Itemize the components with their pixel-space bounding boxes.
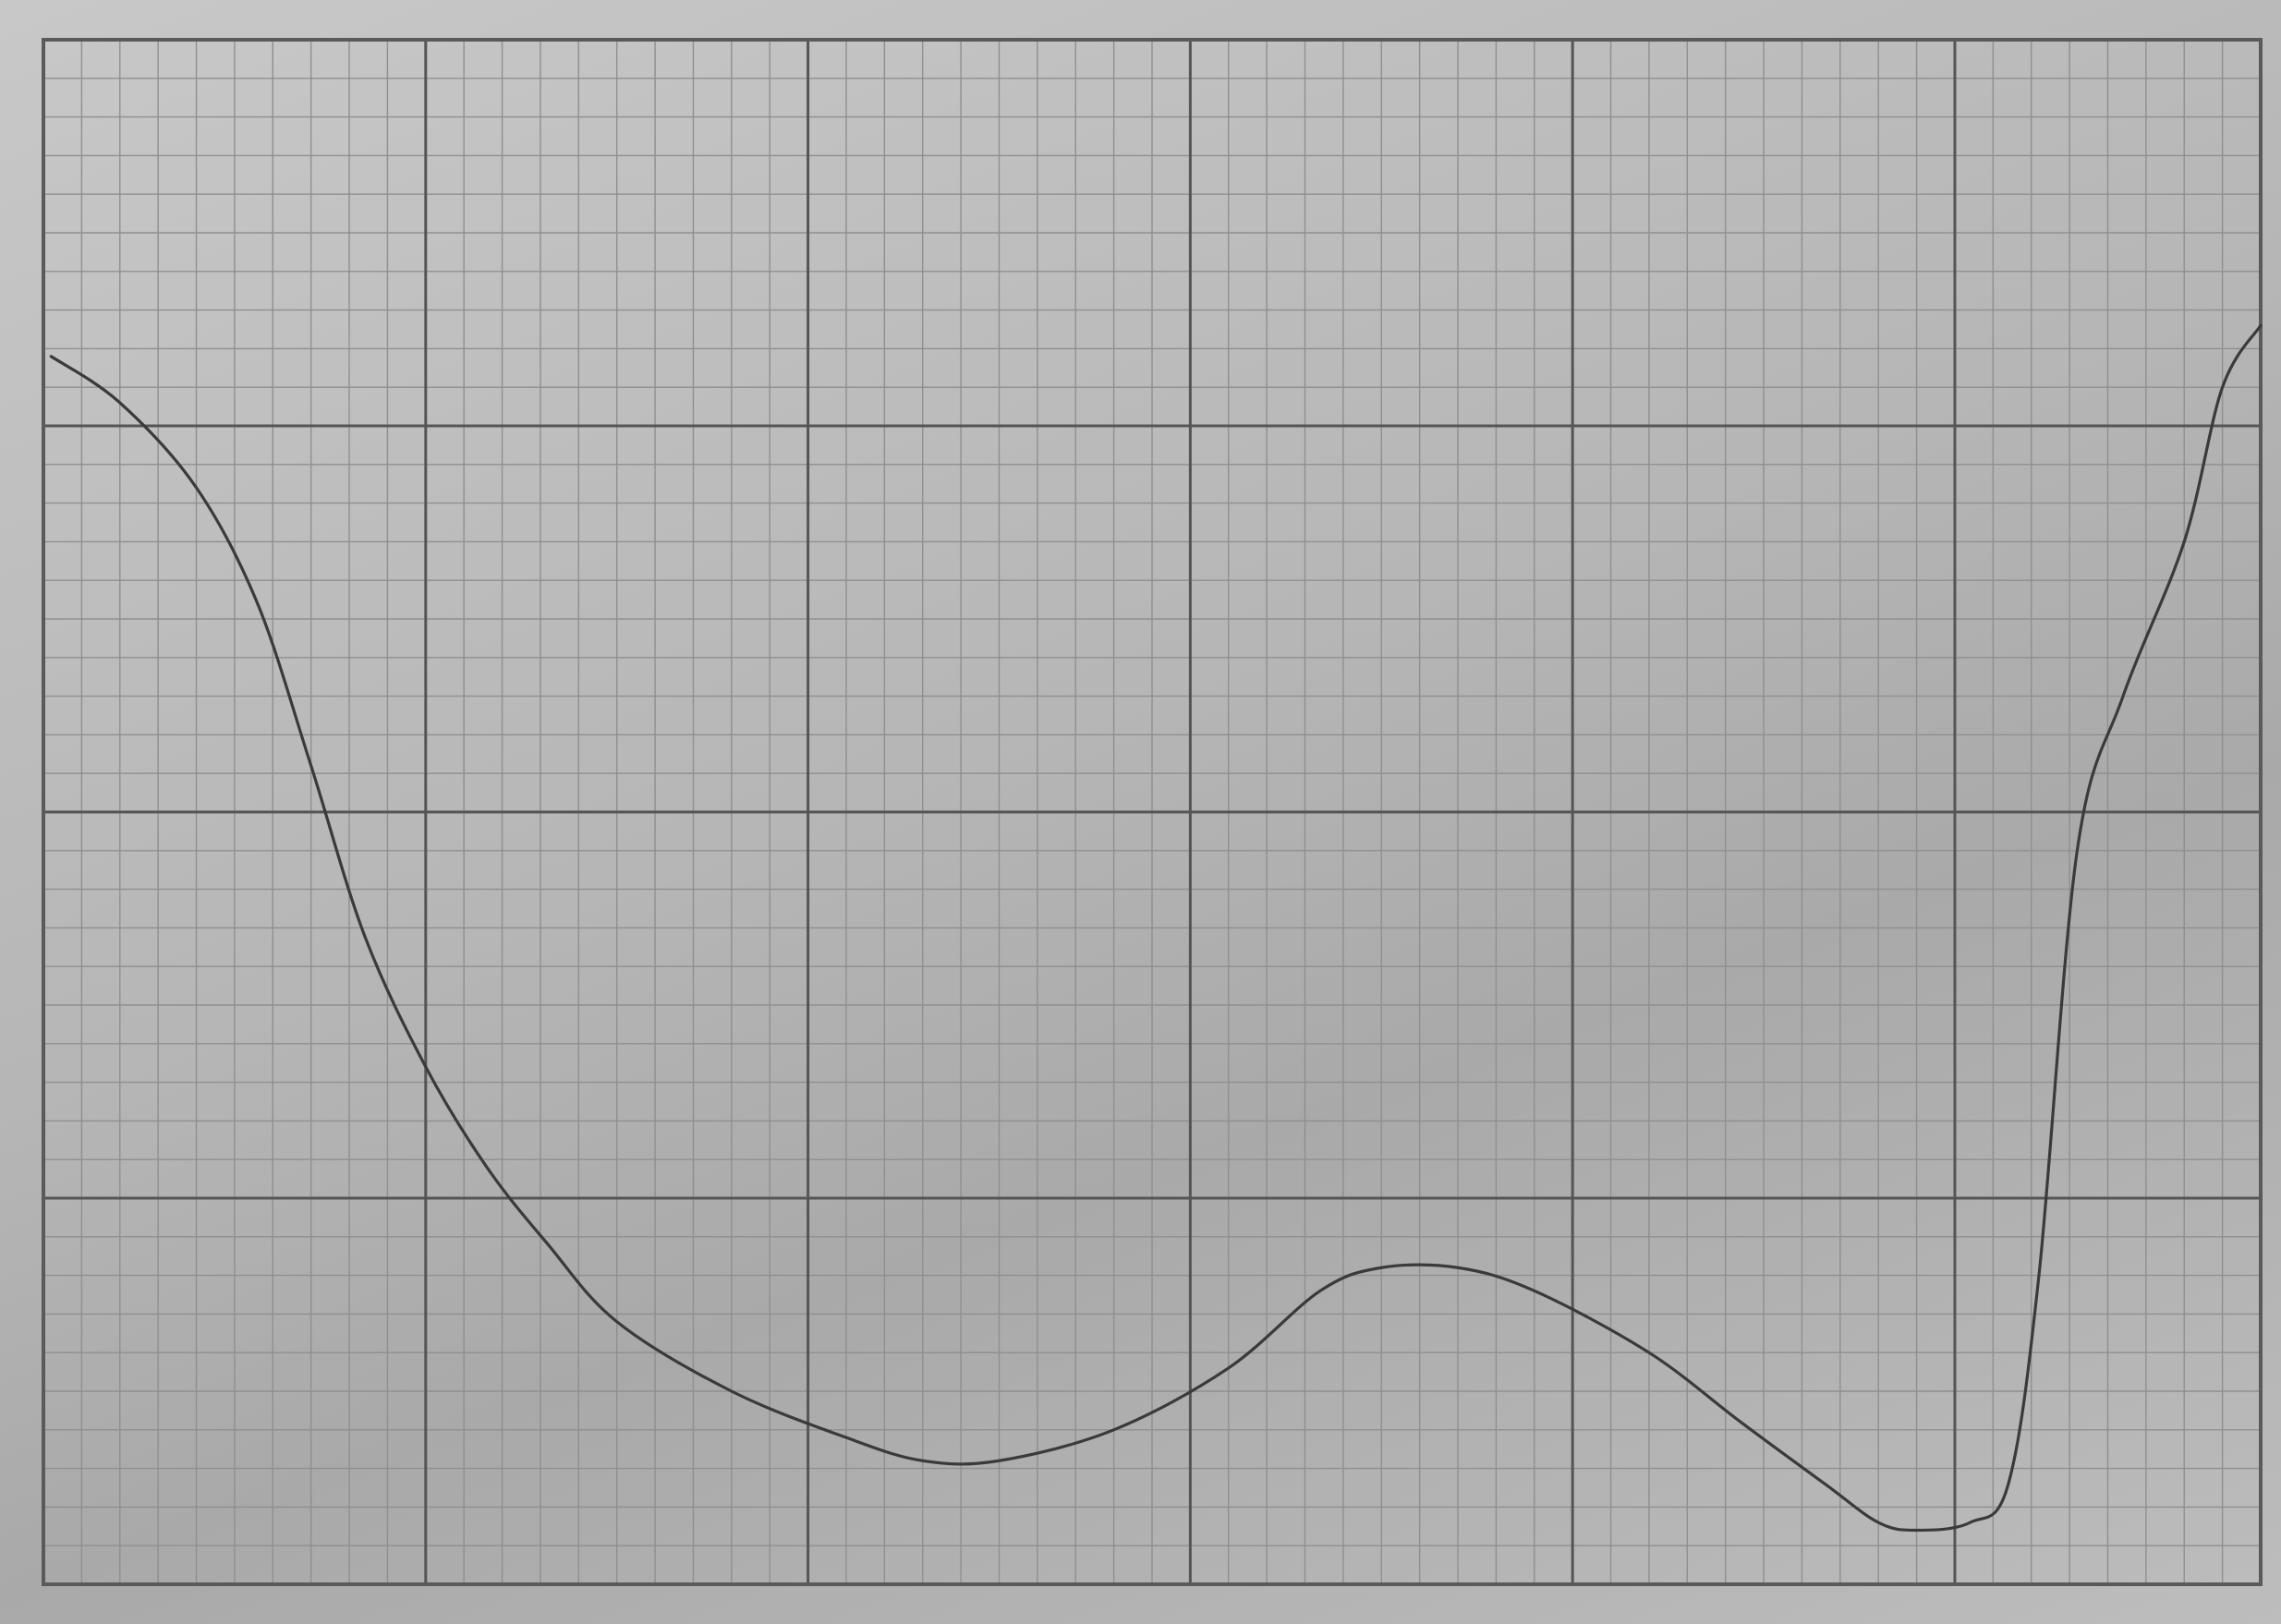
series-layer: [49, 323, 2263, 1533]
series-line-0: [49, 323, 2263, 1533]
plot-border: [42, 38, 2263, 1586]
